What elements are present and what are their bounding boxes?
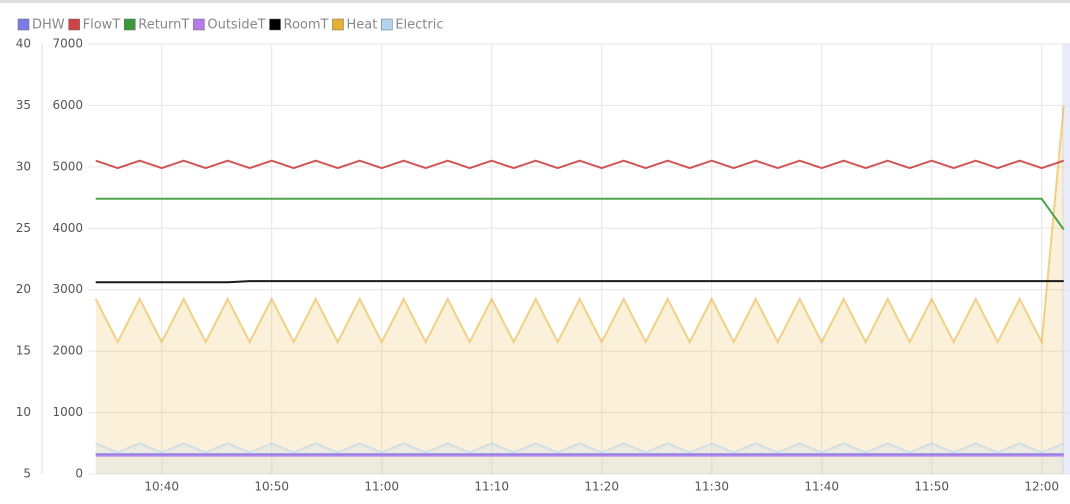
y2-tick-label: 7000 xyxy=(52,37,83,51)
y-tick-label: 5 xyxy=(23,467,31,481)
y-tick-label: 40 xyxy=(16,37,31,51)
y-tick-label: 10 xyxy=(16,405,31,419)
series-line xyxy=(95,442,1065,454)
series-line xyxy=(95,197,1065,231)
y2-tick-label: 2000 xyxy=(52,344,83,358)
legend-label: ReturnT xyxy=(138,18,189,33)
x-tick-label: 12:00 xyxy=(1024,480,1059,494)
legend-swatch xyxy=(124,18,136,31)
legend-label: RoomT xyxy=(284,18,329,33)
legend-label: FlowT xyxy=(83,18,121,33)
legend-swatch xyxy=(332,18,344,31)
y-tick-label: 15 xyxy=(16,344,31,358)
y2-tick-label: 5000 xyxy=(52,159,83,173)
legend-label: OutsideT xyxy=(207,18,265,33)
legend-label: Electric xyxy=(395,18,443,33)
y-tick-label: 30 xyxy=(16,159,31,173)
legend-swatch xyxy=(68,18,80,31)
x-tick-label: 11:30 xyxy=(694,480,729,494)
series-line xyxy=(95,159,1065,170)
legend-label: DHW xyxy=(32,18,65,33)
y2-tick-label: 1000 xyxy=(52,405,83,419)
x-tick-label: 11:10 xyxy=(474,480,509,494)
selection-band xyxy=(1062,44,1070,474)
x-tick-label: 10:40 xyxy=(144,480,179,494)
x-tick-label: 11:00 xyxy=(364,480,399,494)
series-line xyxy=(95,280,1064,284)
legend-swatch xyxy=(381,18,393,31)
legend-swatch xyxy=(269,18,281,31)
y2-tick-label: 6000 xyxy=(52,98,83,112)
series-area xyxy=(95,443,1064,474)
legend-swatch xyxy=(193,18,205,31)
x-tick-label: 11:50 xyxy=(914,480,949,494)
y2-tick-label: 4000 xyxy=(52,221,83,235)
series-line xyxy=(94,105,1065,346)
x-tick-label: 11:40 xyxy=(804,480,839,494)
y-tick-label: 25 xyxy=(16,221,31,235)
y-tick-label: 20 xyxy=(16,282,31,296)
y2-tick-label: 0 xyxy=(75,467,83,481)
x-tick-label: 10:50 xyxy=(254,480,289,494)
legend-label: Heat xyxy=(346,18,377,33)
y2-tick-label: 3000 xyxy=(52,282,83,296)
series-area xyxy=(95,105,1064,475)
top-bar xyxy=(0,0,1070,3)
legend-swatch xyxy=(17,18,30,31)
y-tick-label: 35 xyxy=(16,98,31,112)
x-tick-label: 11:20 xyxy=(584,480,619,494)
